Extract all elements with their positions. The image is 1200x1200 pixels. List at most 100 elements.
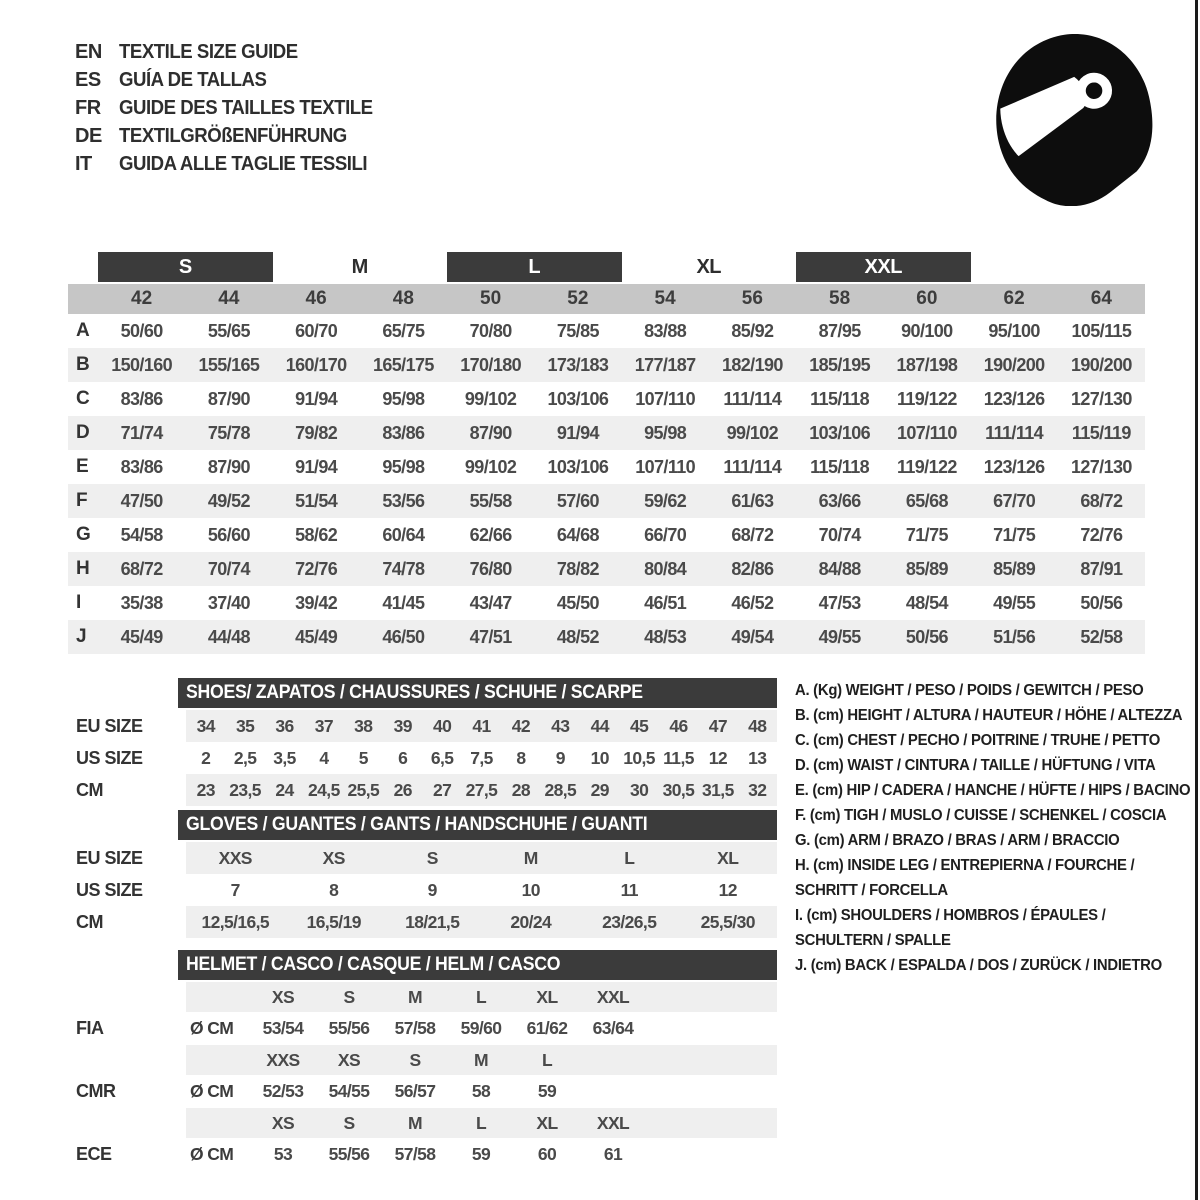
row-label: H	[76, 558, 90, 579]
size-cell: 70/74	[818, 524, 862, 545]
helmet-size-label: L	[541, 1049, 553, 1070]
gloves-table-title: GLOVES / GUANTES / GANTS / HANDSCHUHE / …	[178, 810, 777, 840]
size-cell: 61/63	[731, 490, 774, 511]
size-table-row: F 47/50 49/52 51/54 53/56 55/58 57/60 59/62 61/6…	[68, 484, 1145, 518]
size-cell: 30,5	[662, 779, 695, 800]
size-number-header-row: 42 44 46 48 50 52 54 56 58 60 62 64	[68, 284, 1145, 314]
size-cell: 6	[398, 747, 408, 768]
helmet-table-title-text: HELMET / CASCO / CASQUE / HELM / CASCO	[186, 954, 561, 975]
size-cell: 165/175	[372, 354, 434, 375]
size-cell: 11,5	[663, 747, 694, 768]
size-cell: 55/58	[469, 490, 513, 511]
language-row: EN TEXTILE SIZE GUIDE	[75, 38, 392, 66]
size-cell: 76/80	[469, 558, 513, 579]
size-cell: 25,5/30	[700, 911, 756, 932]
size-cell: 42	[511, 715, 531, 736]
table-row: US SIZE 2 2,5 3,5 4 5 6 6,5 7,5 8 9 10 10,5 11,5 12 13	[68, 742, 777, 774]
size-cell: 107/110	[635, 388, 696, 409]
language-row: ES GUÍA DE TALLAS	[75, 66, 392, 94]
size-cell: 187/198	[896, 354, 958, 375]
size-cell: L	[624, 847, 635, 868]
language-row: DE TEXTILGRÖßENFÜHRUNG	[75, 122, 392, 150]
size-cell: 10,5	[623, 747, 655, 768]
size-cell: 45/49	[295, 626, 338, 647]
racing-helmet-icon	[978, 26, 1168, 207]
size-cell: 87/91	[1080, 558, 1123, 579]
size-group-l: L	[447, 252, 622, 282]
helmet-size-label: M	[408, 986, 423, 1007]
helmet-sizes-row: XXS XS S M L	[68, 1045, 777, 1075]
size-cell: 59/62	[644, 490, 687, 511]
legend-line: G. (cm) ARM / BRAZO / BRAS / ARM / BRACC…	[795, 832, 1120, 849]
size-cell: 84/88	[818, 558, 862, 579]
size-cell: 64/68	[556, 524, 600, 545]
size-cell: 24	[275, 779, 294, 800]
table-row: EU SIZE XXS XS S M L XL	[68, 842, 777, 874]
helmet-size-cell: 61/62	[526, 1018, 568, 1038]
size-cell: 47/50	[120, 490, 164, 511]
size-cell: 123/126	[983, 456, 1045, 477]
size-cell: 85/89	[905, 558, 949, 579]
language-code: FR	[75, 96, 101, 119]
helmet-size-cell: 56/57	[394, 1081, 436, 1101]
size-cell: 58/62	[295, 524, 338, 545]
spacer	[186, 1108, 250, 1138]
size-cell: 177/187	[634, 354, 696, 375]
legend-item: G. (cm) ARM / BRAZO / BRAS / ARM / BRACC…	[795, 828, 1195, 853]
row-header-label: CM	[76, 911, 104, 932]
size-cell: 2	[201, 747, 211, 768]
helmet-size-cell: 59	[537, 1081, 557, 1101]
legend-line: I. (cm) SHOULDERS / HOMBROS / ÉPAULES /	[795, 907, 1106, 924]
helmet-standard-row: FIA Ø CM 53/54 55/56 57/58 59/60 61/62 63/64	[68, 1012, 777, 1045]
textile-size-table: S M L XL XXL 42 44 46 48 50 52 54 56 58 60 62 64 A 50/60…	[68, 252, 1145, 654]
helmet-table-title: HELMET / CASCO / CASQUE / HELM / CASCO	[178, 950, 777, 980]
size-cell: 5	[358, 747, 369, 768]
legend-line: F. (cm) TIGH / MUSLO / CUISSE / SCHENKEL…	[795, 807, 1167, 824]
helmet-values: Ø CM 52/53 54/55 56/57 58 59	[186, 1075, 777, 1108]
size-cell: 68/72	[1080, 490, 1123, 511]
language-code: EN	[75, 40, 102, 63]
size-cell: 62/66	[469, 524, 513, 545]
table-row: US SIZE 7 8 9 10 11 12	[68, 874, 777, 906]
size-cell: 47	[708, 715, 728, 736]
row-label: J	[76, 626, 87, 647]
legend-line: A. (Kg) WEIGHT / PESO / POIDS / GEWITCH …	[795, 682, 1144, 699]
size-column-header: 46	[305, 288, 327, 309]
language-title: TEXTILGRÖßENFÜHRUNG	[119, 124, 347, 147]
shoes-table-title-text: SHOES/ ZAPATOS / CHAUSSURES / SCHUHE / S…	[186, 682, 643, 703]
row-label: I	[76, 592, 82, 613]
size-cell: 60/70	[295, 320, 338, 341]
helmet-size-cell: 57/58	[394, 1018, 436, 1038]
size-cell: 47/51	[469, 626, 513, 647]
size-cell: 12	[708, 747, 728, 768]
helmet-size-cell: 63/64	[592, 1018, 634, 1038]
row-label: A	[76, 320, 90, 341]
size-cell: 95/98	[644, 422, 687, 443]
size-cell: 24,5	[308, 779, 340, 800]
size-cell: 3,5	[273, 747, 296, 768]
helmet-size-label: XXL	[596, 986, 630, 1007]
helmet-size-cell: 55/56	[328, 1144, 370, 1164]
size-cell: 16,5/19	[306, 911, 362, 932]
helmet-size-label: S	[343, 1112, 355, 1133]
size-cell: 11	[620, 879, 639, 900]
row-values: 2 2,5 3,5 4 5 6 6,5 7,5 8 9 10 10,5 11,5 12 13	[186, 742, 777, 774]
standard-label: FIA	[76, 1018, 104, 1038]
size-cell: 23,5	[229, 779, 261, 800]
size-cell: 127/130	[1070, 388, 1132, 409]
helmet-standard-row: ECE Ø CM 53 55/56 57/58 59 60 61	[68, 1138, 777, 1171]
helmet-size-label: XL	[536, 986, 558, 1007]
shoes-table-body: EU SIZE 34 35 36 37 38 39 40 41 42 43 44 45 46 47 48 US …	[68, 710, 777, 806]
row-header-label: US SIZE	[76, 879, 143, 900]
helmet-size-label: XXS	[266, 1049, 300, 1070]
size-cell: 48/52	[556, 626, 600, 647]
size-cell: 29	[590, 779, 610, 800]
spacer	[68, 252, 98, 282]
row-header-label: US SIZE	[76, 747, 143, 768]
size-cell: 50/56	[905, 626, 949, 647]
legend-item: F. (cm) TIGH / MUSLO / CUISSE / SCHENKEL…	[795, 803, 1195, 828]
size-cell: 99/102	[726, 422, 779, 443]
legend-line: C. (cm) CHEST / PECHO / POITRINE / TRUHE…	[795, 732, 1160, 749]
size-cell: 111/114	[723, 388, 782, 409]
size-table-row: G 54/58 56/60 58/62 60/64 62/66 64/68 66/70 68/7…	[68, 518, 1145, 552]
